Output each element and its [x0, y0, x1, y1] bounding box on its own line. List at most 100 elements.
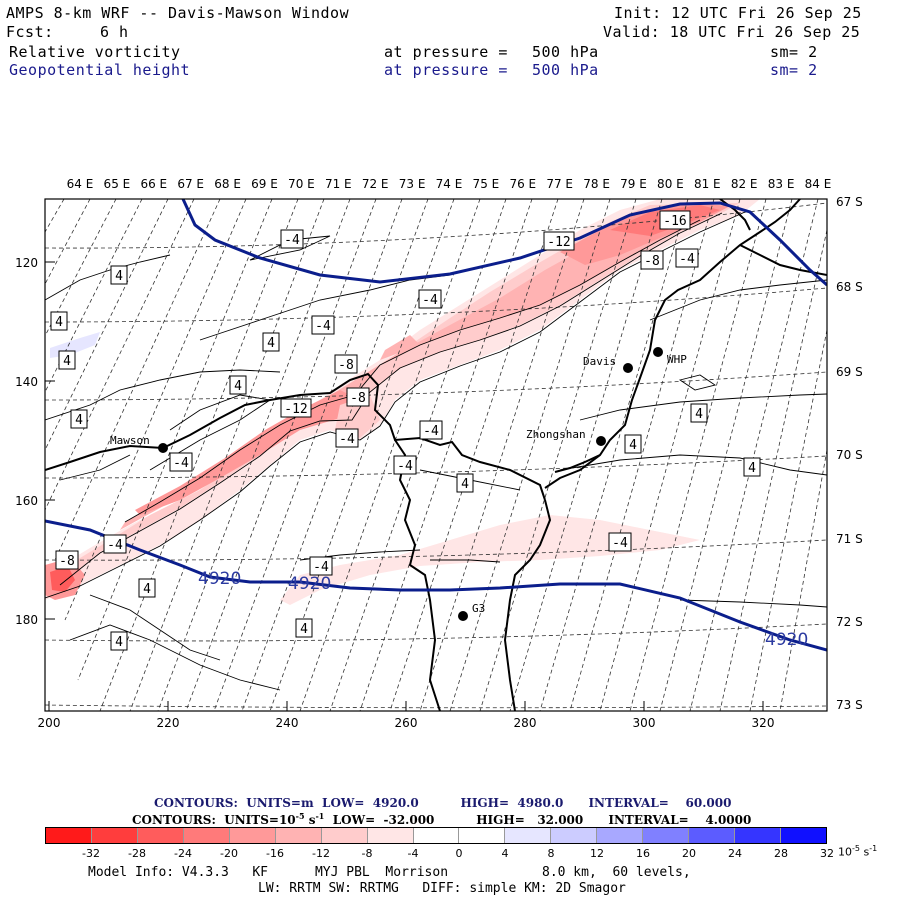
longitude-label: 72 E	[361, 177, 389, 191]
contour-label-box	[334, 354, 358, 374]
vorticity-contour-info: CONTOURS: UNITS=10-5 s-1 LOW= -32.000 HI…	[132, 811, 752, 827]
contour-label-box	[419, 420, 443, 440]
x-tick-label: 240	[275, 716, 299, 730]
colorbar-label: 4	[501, 847, 509, 860]
station-marker-g3	[458, 611, 468, 621]
colorbar-label: 32	[820, 847, 834, 860]
colorbar-label: 12	[590, 847, 604, 860]
contour-label: -4	[313, 560, 329, 575]
colorbar-label: 20	[682, 847, 696, 860]
contour-label: -4	[612, 536, 628, 551]
colorbar-swatch	[459, 828, 506, 843]
y-tick-label: 120	[15, 256, 38, 270]
colorbar-swatch	[551, 828, 598, 843]
contour-label: 4	[695, 407, 703, 422]
colorbar	[45, 827, 827, 844]
longitude-label: 74 E	[435, 177, 463, 191]
colorbar-unit: 10-5 s-1	[838, 844, 878, 859]
contour-label: 4	[748, 461, 756, 476]
height-label: 4920	[765, 630, 808, 650]
colorbar-label: -32	[82, 847, 100, 860]
longitude-label: 82 E	[730, 177, 758, 191]
station-marker-whp	[653, 347, 663, 357]
height-label: 4920	[198, 569, 241, 589]
colorbar-label: 16	[636, 847, 650, 860]
longitude-label: 81 E	[693, 177, 721, 191]
contour-label-box	[624, 434, 642, 454]
map-title: AMPS 8-km WRF -- Davis-Mawson Window	[6, 4, 350, 22]
contour-label-box	[456, 473, 474, 493]
longitude-label: 67 E	[177, 177, 205, 191]
colorbar-swatch	[91, 828, 138, 843]
contour-label-box	[229, 375, 247, 395]
model-info: Model Info: V4.3.3 KF MYJ PBL Morrison	[88, 865, 449, 880]
colorbar-swatch	[413, 828, 460, 843]
colorbar-label: -12	[312, 847, 330, 860]
colorbar-label: 0	[455, 847, 463, 860]
contour-label-box	[103, 534, 127, 554]
contour-label-box	[110, 631, 128, 651]
longitude-label: 73 E	[398, 177, 426, 191]
longitude-label: 75 E	[472, 177, 500, 191]
contour-label-box	[543, 231, 575, 251]
longitude-label: 77 E	[546, 177, 574, 191]
station-marker-mawson	[158, 443, 168, 453]
contour-label: 4	[461, 477, 469, 492]
longitude-label: 70 E	[288, 177, 315, 191]
contour-label: 4	[234, 379, 242, 394]
contour-label-box	[743, 457, 761, 477]
longitude-label: 65 E	[103, 177, 131, 191]
station-name-zhongshan: Zhongshan	[526, 428, 586, 441]
latitude-label: 69 S	[836, 365, 863, 379]
contour-label: -12	[284, 402, 307, 417]
contour-label: -8	[59, 554, 75, 569]
latitude-label: 67 S	[836, 195, 863, 209]
longitude-label: 84 E	[804, 177, 832, 191]
longitude-label: 83 E	[767, 177, 795, 191]
colorbar-label: -20	[220, 847, 238, 860]
colorbar-swatch	[367, 828, 414, 843]
colorbar-swatch	[183, 828, 230, 843]
x-tick-label: 300	[632, 716, 656, 730]
colorbar-swatch	[321, 828, 368, 843]
colorbar-swatch	[781, 828, 826, 843]
field2-name: Geopotential height	[9, 61, 191, 79]
contour-label-box	[280, 398, 312, 418]
graticule	[45, 199, 827, 711]
height-label: 4920	[288, 574, 331, 594]
longitude-label: 66 E	[140, 177, 168, 191]
contour-label: 4	[143, 582, 151, 597]
latitude-label: 72 S	[836, 615, 863, 629]
contour-label-box	[280, 229, 304, 249]
axis-ticks	[45, 261, 764, 711]
y-tick-label: 140	[15, 375, 38, 389]
contour-label: -16	[663, 214, 686, 229]
colorbar-label: -4	[407, 847, 419, 860]
longitude-label: 71 E	[324, 177, 352, 191]
forecast-hour: 6 h	[100, 23, 129, 41]
init-time: Init: 12 UTC Fri 26 Sep 25	[614, 4, 862, 22]
latitude-label: 71 S	[836, 532, 863, 546]
colorbar-label: 28	[774, 847, 788, 860]
field2-smoothing: sm= 2	[770, 61, 818, 79]
contour-label-box	[393, 455, 417, 475]
longitude-label: 69 E	[251, 177, 278, 191]
colorbar-swatch	[229, 828, 276, 843]
contour-label: -4	[422, 293, 438, 308]
station-name-davis: Davis	[583, 355, 616, 368]
x-tick-label: 320	[751, 716, 775, 730]
y-tick-label: 180	[15, 613, 38, 627]
field2-level-label: at pressure =	[384, 61, 508, 79]
longitude-label: 68 E	[214, 177, 241, 191]
field1-level: 500 hPa	[532, 43, 599, 61]
field2-level: 500 hPa	[532, 61, 599, 79]
contour-label-box	[659, 210, 691, 230]
colorbar-label: -16	[266, 847, 284, 860]
contour-label-box	[110, 265, 128, 285]
contour-label-box	[262, 332, 280, 352]
contour-label-box	[50, 311, 68, 331]
contour-label: -4	[315, 319, 331, 334]
colorbar-label: -28	[128, 847, 146, 860]
colorbar-swatch	[505, 828, 552, 843]
contour-label-box	[138, 578, 156, 598]
